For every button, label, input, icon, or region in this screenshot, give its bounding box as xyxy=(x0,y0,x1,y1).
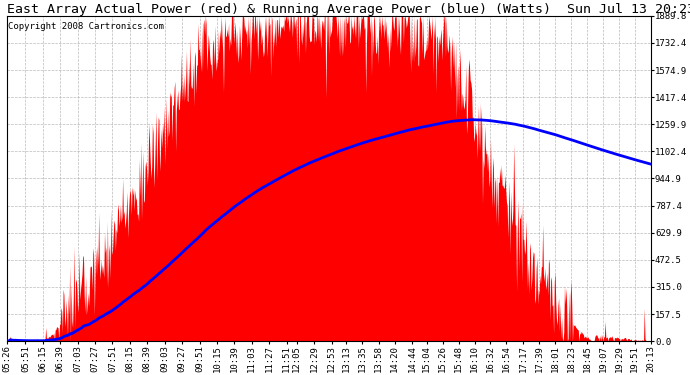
Text: East Array Actual Power (red) & Running Average Power (blue) (Watts)  Sun Jul 13: East Array Actual Power (red) & Running … xyxy=(8,3,690,16)
Text: Copyright 2008 Cartronics.com: Copyright 2008 Cartronics.com xyxy=(8,22,164,31)
